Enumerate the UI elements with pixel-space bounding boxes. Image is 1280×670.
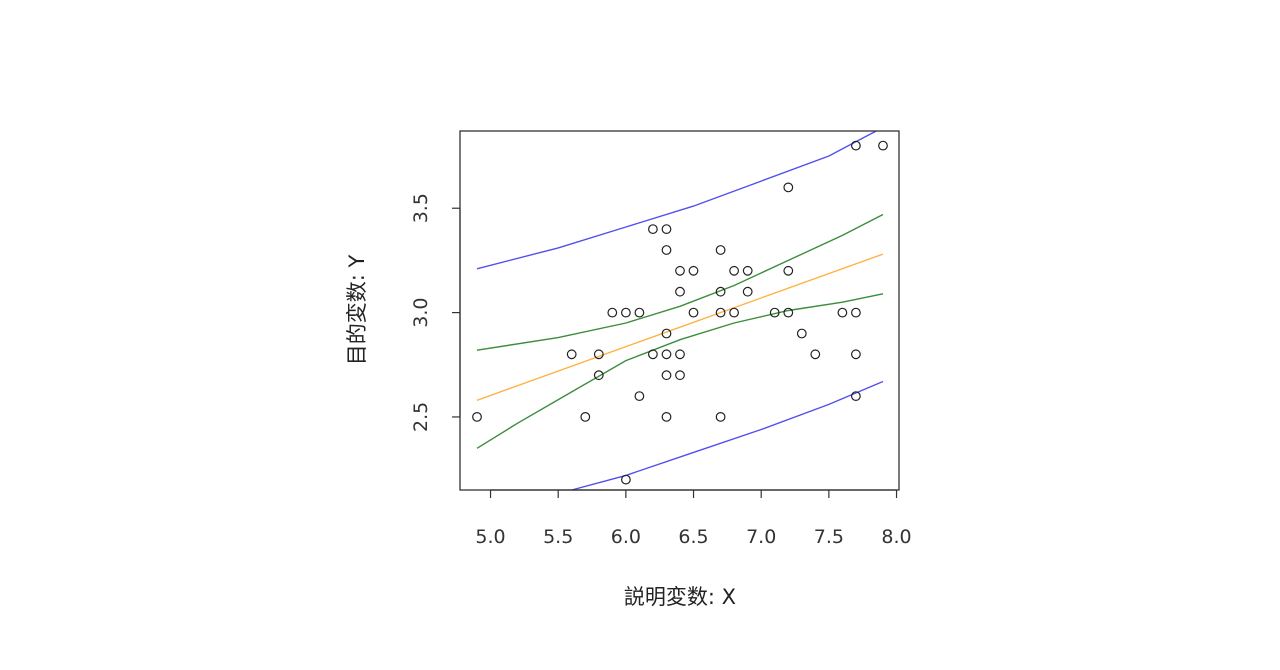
- data-point: [851, 140, 861, 151]
- y-tick-label: 2.5: [410, 402, 432, 432]
- data-point: [675, 265, 685, 276]
- data-point: [607, 307, 618, 318]
- data-point: [634, 391, 645, 402]
- data-point: [851, 391, 861, 402]
- plot-frame: [459, 130, 900, 491]
- confidence-band-lower-line: [476, 293, 884, 449]
- data-point: [783, 182, 794, 193]
- prediction-band-upper-line: [476, 131, 877, 270]
- data-point: [472, 412, 482, 422]
- data-point: [661, 370, 672, 381]
- data-point: [729, 307, 739, 318]
- regression-fit-line: [476, 253, 884, 401]
- data-point: [851, 349, 861, 360]
- data-point: [688, 265, 699, 276]
- data-point: [878, 140, 888, 151]
- data-point: [715, 245, 726, 255]
- x-axis: 5.0 5.5 6.0 6.5 7.0 7.5 8.0: [475, 489, 912, 548]
- data-point: [729, 265, 739, 276]
- data-point: [566, 349, 577, 360]
- data-point: [715, 286, 726, 297]
- plot-layer: [472, 131, 888, 490]
- data-point: [851, 307, 861, 318]
- x-tick-label: 5.0: [475, 526, 505, 548]
- data-point: [783, 265, 794, 276]
- data-point: [661, 328, 672, 339]
- data-point: [593, 370, 604, 381]
- data-point: [715, 307, 726, 318]
- x-tick-label: 8.0: [881, 526, 911, 548]
- prediction-band-lower-line: [571, 380, 884, 490]
- confidence-band-upper-line: [476, 213, 884, 351]
- data-point: [661, 245, 672, 255]
- data-point: [810, 349, 821, 360]
- y-axis: 2.5 3.0 3.5: [410, 193, 461, 432]
- data-point: [675, 349, 685, 360]
- data-point: [742, 265, 753, 276]
- data-point: [648, 224, 658, 235]
- x-tick-label: 7.5: [814, 526, 844, 548]
- data-point: [769, 307, 780, 318]
- x-tick-label: 6.0: [611, 526, 641, 548]
- data-point: [634, 307, 645, 318]
- data-point: [661, 412, 672, 422]
- data-point: [796, 328, 807, 339]
- x-tick-label: 5.5: [543, 526, 573, 548]
- data-point: [688, 307, 699, 318]
- plot-clipped-group: [472, 131, 888, 490]
- y-axis-title: 目的変数: Y: [345, 255, 369, 366]
- y-tick-label: 3.5: [410, 193, 432, 223]
- data-point: [621, 307, 631, 318]
- data-point: [648, 349, 658, 360]
- x-tick-label: 7.0: [746, 526, 776, 548]
- data-point: [621, 474, 631, 485]
- x-tick-label: 6.5: [678, 526, 708, 548]
- data-point: [675, 370, 685, 381]
- data-point: [661, 349, 672, 360]
- data-point: [837, 307, 848, 318]
- data-point: [742, 286, 753, 297]
- data-point: [580, 412, 591, 422]
- data-point: [593, 349, 604, 360]
- data-point: [675, 286, 685, 297]
- data-point: [715, 412, 726, 422]
- data-point: [783, 307, 794, 318]
- data-point: [661, 224, 672, 235]
- y-tick-label: 3.0: [410, 297, 432, 327]
- x-axis-title: 説明変数: X: [624, 585, 736, 609]
